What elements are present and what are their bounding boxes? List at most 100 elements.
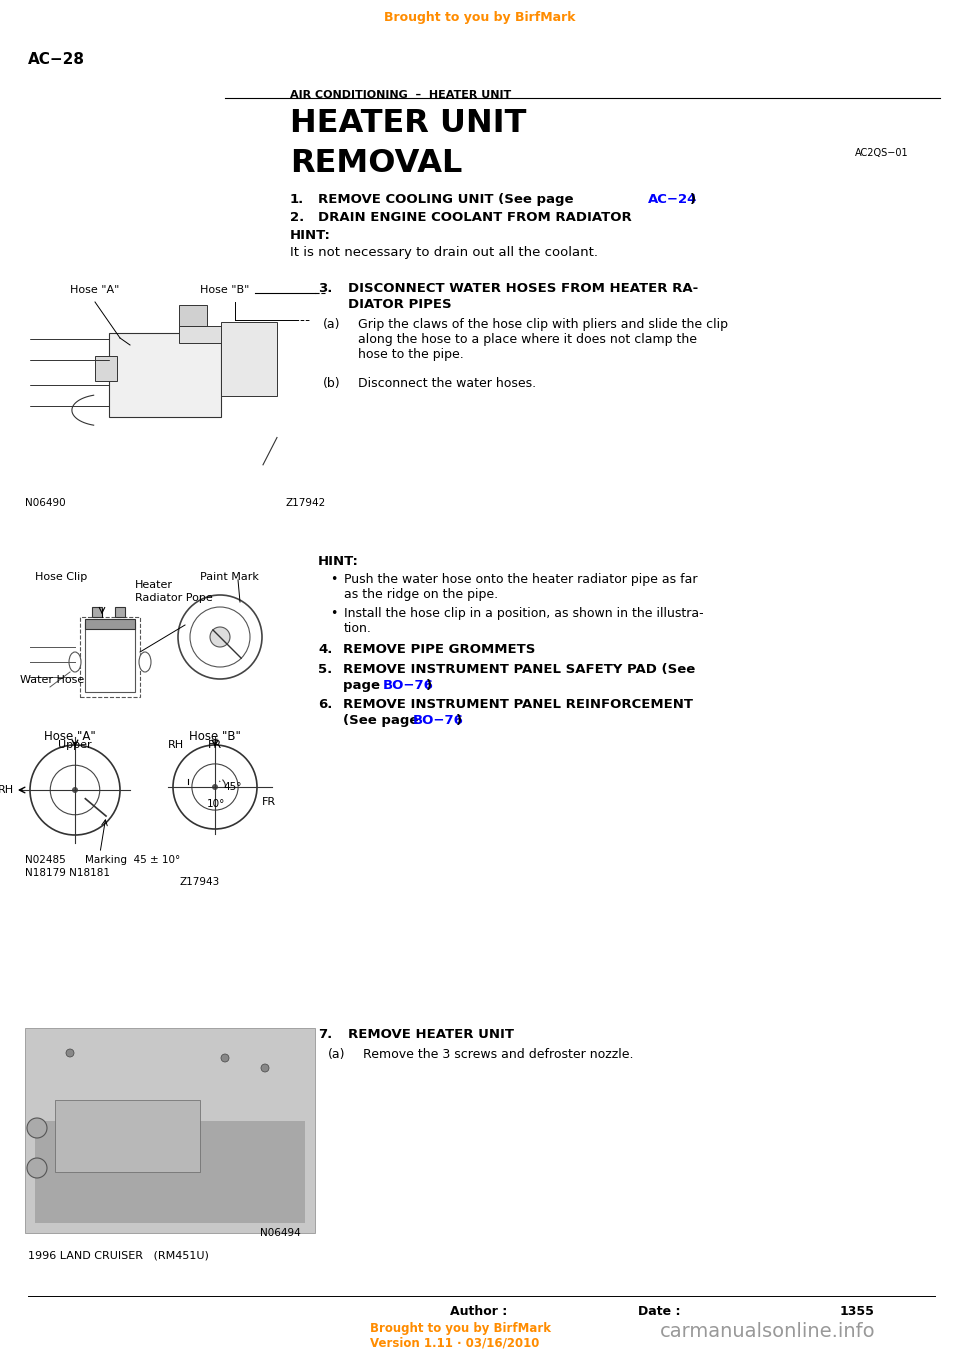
Bar [92,607,102,617]
Text: Heater: Heater [135,580,173,589]
Circle shape [30,746,120,835]
Text: 3.: 3. [318,282,332,295]
Circle shape [66,1048,74,1057]
Text: N18179 N18181: N18179 N18181 [25,868,110,879]
Text: 1.: 1. [290,193,304,206]
Text: •: • [330,607,337,621]
Text: Date :: Date : [638,1305,681,1319]
Text: 10°: 10° [207,799,226,809]
Text: ): ) [456,714,462,727]
Text: DISCONNECT WATER HOSES FROM HEATER RA-: DISCONNECT WATER HOSES FROM HEATER RA- [348,282,698,295]
Text: Grip the claws of the hose clip with pliers and slide the clip
along the hose to: Grip the claws of the hose clip with pli… [358,318,728,361]
Text: REMOVAL: REMOVAL [290,148,463,179]
Text: Water Hose: Water Hose [20,675,84,684]
Text: AC−28: AC−28 [28,52,85,67]
Circle shape [210,627,230,646]
Text: Hose "B": Hose "B" [189,731,241,743]
Ellipse shape [69,652,81,672]
Text: carmanualsonline.info: carmanualsonline.info [660,1321,876,1340]
Circle shape [50,766,100,815]
Text: RH: RH [0,785,14,794]
Text: 5.: 5. [318,663,332,676]
Text: 6.: 6. [318,698,332,712]
Text: N06490: N06490 [25,498,65,508]
Circle shape [212,784,218,790]
Text: Upper: Upper [59,740,92,750]
Bar [25,280,305,490]
Circle shape [192,765,238,811]
Ellipse shape [139,652,151,672]
Text: Z17943: Z17943 [180,877,220,887]
Text: REMOVE HEATER UNIT: REMOVE HEATER UNIT [348,1028,514,1042]
Text: Disconnect the water hoses.: Disconnect the water hoses. [358,378,536,390]
Bar [109,333,221,417]
Bar [179,326,263,344]
Text: REMOVE COOLING UNIT (See page: REMOVE COOLING UNIT (See page [318,193,578,206]
Text: (b): (b) [323,378,341,390]
Text: page: page [343,679,385,693]
Text: Version 1.11 · 03/16/2010: Version 1.11 · 03/16/2010 [370,1338,540,1350]
Text: Author :: Author : [450,1305,507,1319]
Bar [35,1120,305,1224]
Circle shape [173,746,257,828]
Text: HINT:: HINT: [318,555,359,568]
Bar [95,356,117,380]
Circle shape [27,1158,47,1177]
Text: FR: FR [208,740,222,750]
Text: (a): (a) [328,1048,346,1061]
Text: Paint Mark: Paint Mark [200,572,259,583]
Text: Hose "B": Hose "B" [200,285,250,295]
Text: REMOVE INSTRUMENT PANEL SAFETY PAD (See: REMOVE INSTRUMENT PANEL SAFETY PAD (See [343,663,695,676]
Circle shape [221,1054,229,1062]
Text: HINT:: HINT: [290,230,331,242]
Bar [115,607,125,617]
Text: Z17942: Z17942 [285,498,325,508]
Bar [55,1100,200,1172]
Text: Hose Clip: Hose Clip [35,572,87,583]
Text: BO−76: BO−76 [383,679,434,693]
Text: Brought to you by BirfMark: Brought to you by BirfMark [370,1321,551,1335]
Text: (See page: (See page [343,714,423,727]
Text: AC2QS−01: AC2QS−01 [855,148,908,158]
Bar [179,306,207,326]
Text: 2.: 2. [290,210,304,224]
Text: Hose "A": Hose "A" [70,285,119,295]
Text: (a): (a) [323,318,341,331]
Text: DRAIN ENGINE COOLANT FROM RADIATOR: DRAIN ENGINE COOLANT FROM RADIATOR [318,210,632,224]
Text: 1996 LAND CRUISER   (RM451U): 1996 LAND CRUISER (RM451U) [28,1251,209,1262]
Text: 45°: 45° [223,782,242,792]
Text: REMOVE INSTRUMENT PANEL REINFORCEMENT: REMOVE INSTRUMENT PANEL REINFORCEMENT [343,698,693,712]
Bar [85,622,135,693]
Text: AC−24: AC−24 [648,193,697,206]
Text: •: • [330,573,337,587]
Text: BO−76: BO−76 [413,714,464,727]
Bar [85,619,135,629]
Circle shape [72,788,78,793]
Text: 1355: 1355 [840,1305,875,1319]
Circle shape [27,1118,47,1138]
Bar [221,322,277,395]
Text: Remove the 3 screws and defroster nozzle.: Remove the 3 screws and defroster nozzle… [363,1048,634,1061]
Text: N06494: N06494 [260,1228,300,1238]
Circle shape [190,607,250,667]
Text: It is not necessary to drain out all the coolant.: It is not necessary to drain out all the… [290,246,598,259]
Bar [25,1028,315,1233]
Circle shape [178,595,262,679]
Text: ): ) [426,679,432,693]
Text: HEATER UNIT: HEATER UNIT [290,109,526,139]
Text: Brought to you by BirfMark: Brought to you by BirfMark [384,11,576,24]
Text: Push the water hose onto the heater radiator pipe as far
as the ridge on the pip: Push the water hose onto the heater radi… [344,573,698,602]
Text: AIR CONDITIONING  –  HEATER UNIT: AIR CONDITIONING – HEATER UNIT [290,90,512,100]
Text: REMOVE PIPE GROMMETS: REMOVE PIPE GROMMETS [343,642,536,656]
Text: 4.: 4. [318,642,332,656]
Text: Hose "A": Hose "A" [44,731,96,743]
Text: Marking  45 ± 10°: Marking 45 ± 10° [85,856,180,865]
Circle shape [261,1065,269,1071]
Text: RH: RH [168,740,184,750]
Text: Radiator Pope: Radiator Pope [135,593,213,603]
Text: 7.: 7. [318,1028,332,1042]
Text: Install the hose clip in a position, as shown in the illustra-
tion.: Install the hose clip in a position, as … [344,607,704,636]
Text: DIATOR PIPES: DIATOR PIPES [348,297,451,311]
Text: ): ) [690,193,696,206]
Text: N02485: N02485 [25,856,65,865]
